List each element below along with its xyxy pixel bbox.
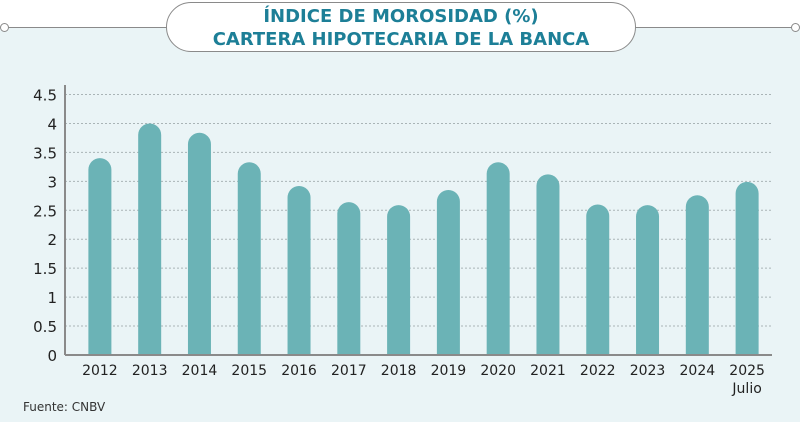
x-tick-label: 2013 [132,363,168,379]
y-tick-label: 1 [47,289,57,307]
x-tick-label: 2019 [431,363,467,379]
bar [88,158,112,355]
x-tick-label: 2017 [331,363,367,379]
bar [337,202,361,355]
bar [138,123,162,355]
bar [685,195,709,355]
bar [237,162,261,355]
y-tick-label: 0 [47,347,57,365]
bar [436,190,460,355]
bar [536,174,560,355]
x-tick-label: 2012 [82,363,118,379]
y-tick-label: 3.5 [33,144,57,162]
bar [735,181,759,355]
x-tick-label: 2016 [281,363,317,379]
y-tick-label: 2 [47,231,57,249]
x-tick-label: 2014 [182,363,218,379]
x-tick-label: 2022 [580,363,616,379]
bar [387,205,411,355]
x-tick-label: 2020 [480,363,516,379]
y-tick-label: 2.5 [33,202,57,220]
y-tick-label: 3 [47,173,57,191]
x-tick-label: 2023 [630,363,666,379]
bar [636,205,660,355]
x-tick-label: 2015 [231,363,267,379]
rule-end-dot-left [0,23,9,32]
bar [287,185,311,355]
x-tick-label: 2018 [381,363,417,379]
y-tick-label: 1.5 [33,260,57,278]
y-tick-label: 4.5 [33,87,57,105]
bar [486,162,510,355]
bar [586,204,610,355]
chart-title: ÍNDICE DE MOROSIDAD (%) CARTERA HIPOTECA… [166,2,636,52]
title-line-1: ÍNDICE DE MOROSIDAD (%) [263,6,539,27]
y-tick-label: 0.5 [33,318,57,336]
bar [187,132,211,355]
x-tick-label: 2024 [680,363,716,379]
x-tick-note: Julio [731,381,761,397]
y-tick-label: 4 [47,115,57,133]
x-tick-label: 2025 [729,363,765,379]
x-tick-label: 2021 [530,363,566,379]
title-line-2: CARTERA HIPOTECARIA DE LA BANCA [212,29,590,50]
source-note: Fuente: CNBV [23,400,106,414]
